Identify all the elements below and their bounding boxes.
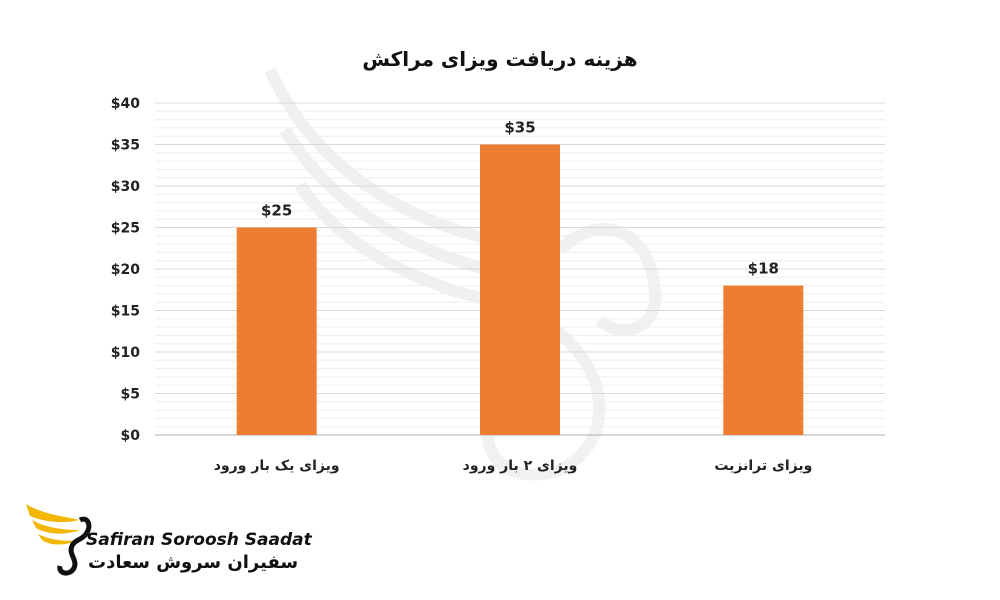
y-axis-ticks: $0 $5 $10 $15 $20 $25 $30 $35 $40 (111, 96, 140, 444)
y-tick-label: $10 (111, 345, 140, 361)
bar-value-label: $35 (504, 119, 535, 137)
y-tick-label: $0 (121, 428, 141, 444)
y-tick-label: $20 (111, 262, 140, 278)
x-tick-label: ویزای یک بار ورود (214, 458, 340, 474)
y-tick-label: $25 (111, 221, 140, 237)
value-labels: $25 $35 $18 (261, 119, 779, 278)
y-tick-label: $15 (111, 304, 140, 320)
bar (723, 285, 804, 435)
bar-value-label: $25 (261, 202, 292, 220)
y-tick-label: $5 (121, 387, 140, 403)
y-tick-label: $30 (111, 179, 140, 195)
x-tick-label: ویزای ترانزیت (714, 458, 812, 474)
x-tick-label: ویزای ۲ بار ورود (463, 458, 578, 474)
y-tick-label: $40 (111, 96, 140, 112)
bar (480, 144, 560, 435)
company-logo: Safiran Soroosh Saadat سفیران سروش سعادت (22, 494, 312, 584)
watermark (264, 67, 662, 481)
x-axis-labels: ویزای یک بار ورود ویزای ۲ بار ورود ویزای ت… (214, 458, 813, 474)
y-tick-label: $35 (111, 138, 140, 154)
wing-logo-icon (26, 504, 92, 576)
bar (236, 227, 317, 435)
bars (236, 144, 804, 435)
chart-title: هزینه دریافت ویزای مراکش (362, 47, 637, 71)
logo-name-en: Safiran Soroosh Saadat (86, 530, 312, 550)
logo-name-fa: سفیران سروش سعادت (88, 552, 299, 573)
bar-value-label: $18 (748, 260, 779, 278)
